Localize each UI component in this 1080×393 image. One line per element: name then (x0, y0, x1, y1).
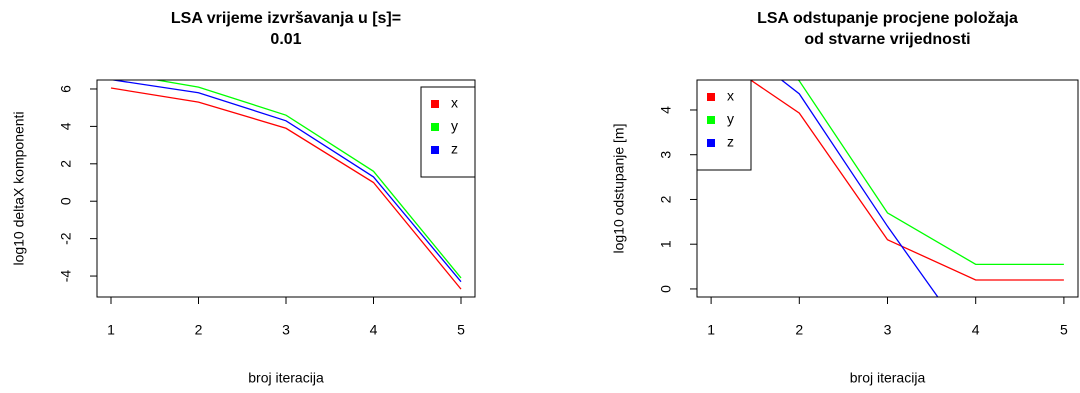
y-tick-label: -2 (58, 232, 74, 245)
data-line (153, 80, 462, 279)
y-axis-label: log10 deltaX komponenti (11, 111, 27, 265)
data-line (749, 80, 1064, 281)
legend-label: z (451, 141, 458, 157)
x-tick-label: 1 (707, 322, 715, 338)
y-tick-label: 2 (58, 160, 74, 168)
chart-title: LSA vrijeme izvršavanja u [s]= 0.01 (170, 10, 402, 48)
y-axis-label: log10 odstupanje [m] (611, 124, 627, 254)
y-tick-label: 6 (58, 85, 74, 93)
legend-label: z (727, 134, 734, 150)
x-axis-label: broj iteracija (850, 370, 926, 386)
legend-box (696, 79, 752, 171)
legend-swatch (707, 139, 715, 147)
legend-swatch (431, 146, 439, 154)
y-tick-label: 2 (658, 195, 674, 203)
x-tick-label: 2 (195, 322, 203, 338)
legend-swatch (431, 100, 439, 108)
chart-title: LSA odstupanje procjene položaja od stva… (757, 10, 1018, 48)
y-tick-label: 3 (658, 151, 674, 159)
x-axis-label: broj iteracija (248, 370, 324, 386)
plot-box (96, 79, 476, 298)
x-tick-label: 3 (282, 322, 290, 338)
x-tick-label: 4 (972, 322, 980, 338)
x-tick-label: 4 (370, 322, 378, 338)
legend-label: y (727, 111, 734, 127)
x-tick-label: 5 (1060, 322, 1068, 338)
y-tick-label: 1 (658, 240, 674, 248)
x-tick-label: 1 (107, 322, 115, 338)
x-tick-label: 2 (795, 322, 803, 338)
legend-label: y (451, 118, 458, 134)
x-tick-label: 3 (884, 322, 892, 338)
y-tick-label: 4 (58, 122, 74, 130)
y-tick-label: 4 (658, 106, 674, 114)
y-tick-label: 0 (658, 285, 674, 293)
y-tick-label: -4 (58, 270, 74, 283)
data-line (780, 80, 939, 297)
y-tick-label: 0 (58, 197, 74, 205)
legend-box (420, 86, 476, 178)
data-line (110, 87, 462, 290)
legend-swatch (707, 116, 715, 124)
legend-swatch (431, 123, 439, 131)
legend-label: x (451, 95, 458, 111)
x-tick-label: 5 (457, 322, 465, 338)
legend-label: x (727, 88, 734, 104)
data-line (797, 80, 1064, 265)
data-line (110, 80, 462, 283)
legend-swatch (707, 93, 715, 101)
